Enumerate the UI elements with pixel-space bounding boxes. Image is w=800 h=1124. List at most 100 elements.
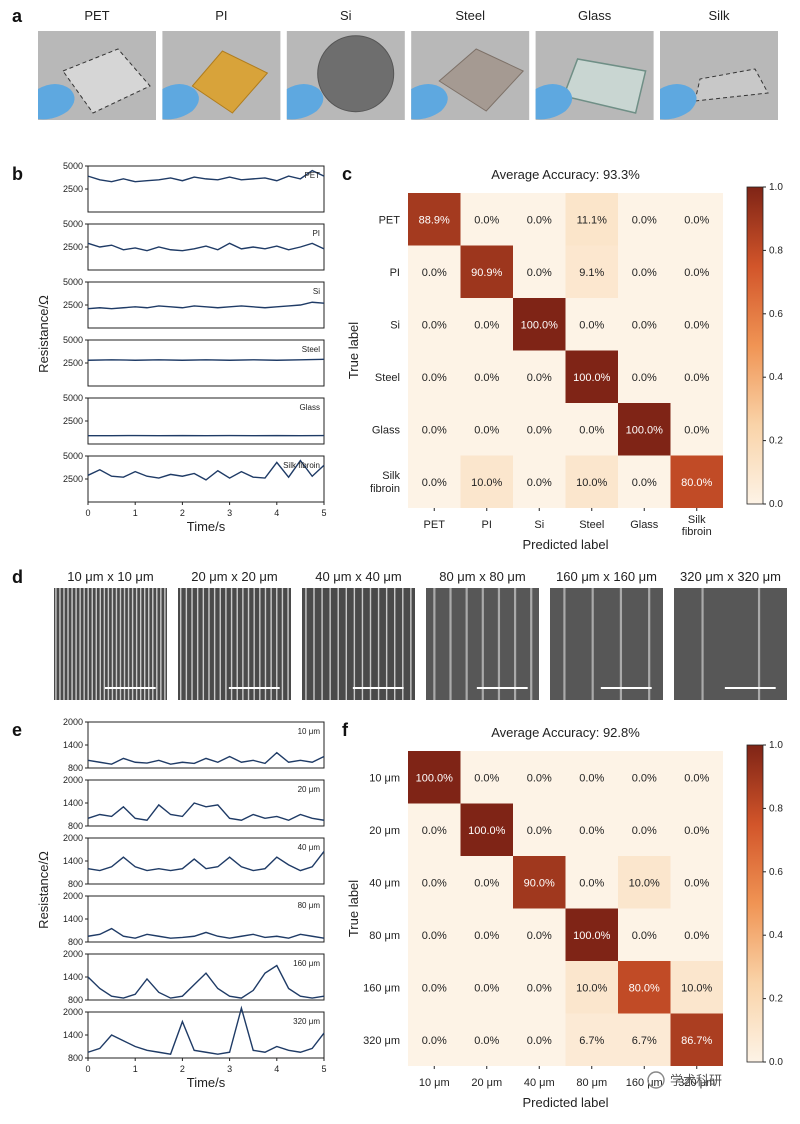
- sem-stripe: [160, 588, 162, 700]
- matrix-cell: [670, 908, 723, 961]
- matrix-cell: [670, 350, 723, 403]
- matrix-cell: [513, 455, 566, 508]
- matrix-cell: [565, 1013, 618, 1066]
- sem-stripe: [127, 588, 130, 700]
- sem-images: 10 μm x 10 μm 20 μm x 20 μm 40 μm x 40 μm 8…: [54, 569, 787, 700]
- col-label: PI: [482, 519, 492, 531]
- series-label: Steel: [302, 345, 320, 354]
- cell-value: 0.0%: [422, 267, 447, 279]
- row-label: Si: [390, 319, 400, 331]
- row-label: PET: [379, 214, 401, 226]
- matrix-cell: [408, 961, 461, 1014]
- sem-stripe: [148, 588, 150, 700]
- colorbar: [746, 744, 764, 1063]
- cell-value: 100.0%: [626, 424, 664, 436]
- colorbar-tick-label: 1.0: [769, 740, 783, 751]
- y-axis-title: True label: [346, 880, 361, 937]
- colorbar-tick-label: 0.6: [769, 309, 783, 320]
- series-line-steel: [87, 358, 325, 361]
- y-tick-label: 2000: [63, 717, 83, 727]
- sem-stripe: [648, 588, 651, 700]
- subplot-frame: [87, 895, 325, 943]
- subplot-frame: [87, 339, 325, 387]
- x-tick-label: 0: [85, 1064, 90, 1074]
- row-label-line: fibroin: [370, 483, 400, 495]
- silk-film: [694, 68, 769, 102]
- y-tick-label: 1400: [63, 798, 83, 808]
- matrix-cell: [460, 350, 513, 403]
- y-tick-label: 2500: [63, 184, 83, 194]
- sem-stripe: [329, 588, 331, 700]
- sem-stripe: [213, 588, 216, 700]
- cell-value: 0.0%: [474, 319, 499, 331]
- matrix-cell: [670, 245, 723, 298]
- y-tick-label: 2000: [63, 949, 83, 959]
- matrix-cell: [670, 455, 723, 508]
- matrix-cell: [408, 455, 461, 508]
- sem-stripe: [497, 588, 501, 700]
- sem-stripe: [131, 588, 134, 700]
- row-label: 40 μm: [369, 877, 400, 889]
- matrix-cell: [670, 298, 723, 351]
- cell-value: 0.0%: [632, 319, 657, 331]
- sem-stripe: [59, 588, 61, 700]
- col-label: 320 μm: [678, 1077, 715, 1089]
- sem-stripe: [63, 588, 65, 700]
- sem-background: [550, 588, 663, 700]
- matrix-cell: [513, 961, 566, 1014]
- matrix-cell: [565, 751, 618, 804]
- x-tick-label: 5: [321, 508, 326, 518]
- sem-stripe: [196, 588, 199, 700]
- subplot-frame: [87, 837, 325, 885]
- sem-stripe: [242, 588, 244, 700]
- cell-value: 0.0%: [632, 372, 657, 384]
- cell-value: 0.0%: [684, 930, 709, 942]
- matrix-cell: [460, 193, 513, 246]
- series-line-20-m: [87, 802, 325, 822]
- colorbar-tick-label: 0.0: [769, 499, 783, 510]
- matrix-cell: [513, 298, 566, 351]
- sem-stripe: [71, 588, 73, 700]
- col-label: Silk fibroin: [682, 514, 712, 538]
- y-tick-label: 2000: [63, 833, 83, 843]
- colorbar-tick-label: 1.0: [769, 182, 783, 193]
- cell-value: 0.0%: [579, 825, 604, 837]
- sem-stripe: [67, 588, 69, 700]
- cell-value: 0.0%: [474, 424, 499, 436]
- sem-stripe: [270, 588, 272, 700]
- col-label-line: Silk: [688, 514, 706, 526]
- y-axis-title: True label: [346, 322, 361, 379]
- sem-stripe: [55, 588, 57, 700]
- sem-stripe: [156, 588, 158, 700]
- sem-stripe: [79, 588, 81, 700]
- panel-label-d: d: [12, 567, 23, 587]
- matrix-cell: [513, 403, 566, 456]
- cell-value: 0.0%: [684, 214, 709, 226]
- subplot-80-m: 800 1400 2000 80 μm: [63, 891, 325, 947]
- sem-stripe: [481, 588, 484, 700]
- cell-value: 0.0%: [527, 267, 552, 279]
- photo-label: PET: [84, 8, 109, 23]
- y-tick-label: 1400: [63, 1030, 83, 1040]
- y-tick-label: 5000: [63, 451, 83, 461]
- wechat-icon: [647, 1071, 665, 1089]
- matrix-cell: [565, 455, 618, 508]
- cell-value: 0.0%: [579, 319, 604, 331]
- cell-value: 100.0%: [468, 825, 506, 837]
- x-tick-label: 3: [227, 1064, 232, 1074]
- sem-stripe: [208, 588, 210, 700]
- series-label: Silk fibroin: [283, 461, 320, 470]
- matrix-cell: [408, 1013, 461, 1066]
- x-tick-label: 3: [227, 508, 232, 518]
- matrix-cell: [670, 751, 723, 804]
- y-tick-label: 5000: [63, 335, 83, 345]
- cell-value: 0.0%: [579, 424, 604, 436]
- cell-value: 86.7%: [681, 1035, 712, 1047]
- cell-value: 0.0%: [684, 772, 709, 784]
- sem-stripe: [305, 588, 307, 700]
- matrix-cell: [408, 245, 461, 298]
- colorbar-tick-label: 0.4: [769, 930, 783, 941]
- subplot-pi: 2500 5000 PI: [63, 219, 325, 271]
- watermark-text: 学术科研: [670, 1073, 722, 1089]
